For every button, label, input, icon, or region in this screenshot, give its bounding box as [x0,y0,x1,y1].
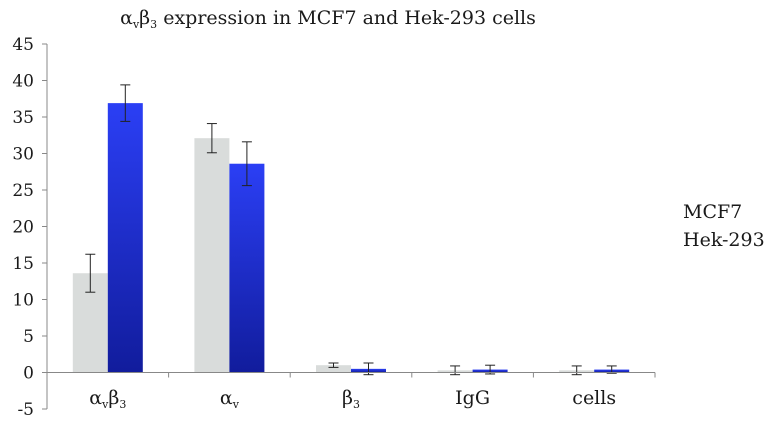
y-tick-label: 15 [12,254,34,274]
chart-title: αvβ3 expression in MCF7 and Hek-293 cell… [120,7,536,31]
y-tick-label: 25 [12,181,34,201]
category-label-3: IgG [455,387,490,409]
bar-mcf7-2 [316,365,351,373]
category-label-1: αv [220,387,240,411]
legend: MCF7 Hek-293 [683,201,765,251]
y-tick-label: 45 [12,35,34,55]
y-tick-label: 20 [12,218,34,238]
bar-hek-293-0 [107,103,143,373]
y-tick-label: 0 [23,364,34,384]
category-label-4: cells [572,387,616,409]
y-tick-label: 40 [12,72,34,92]
y-tick-label: -5 [17,400,34,420]
legend-label-mcf7: MCF7 [683,201,742,223]
y-tick-label: 30 [12,145,34,165]
category-label-2: β3 [342,387,360,411]
legend-label-hek-293: Hek-293 [683,229,765,251]
bar-mcf7-1 [194,138,230,373]
y-tick-label: 10 [12,291,34,311]
category-label-0: αvβ3 [89,387,126,411]
bar-hek-293-1 [229,163,265,373]
y-tick-label: 35 [12,108,34,128]
y-tick-label: 5 [23,327,34,347]
